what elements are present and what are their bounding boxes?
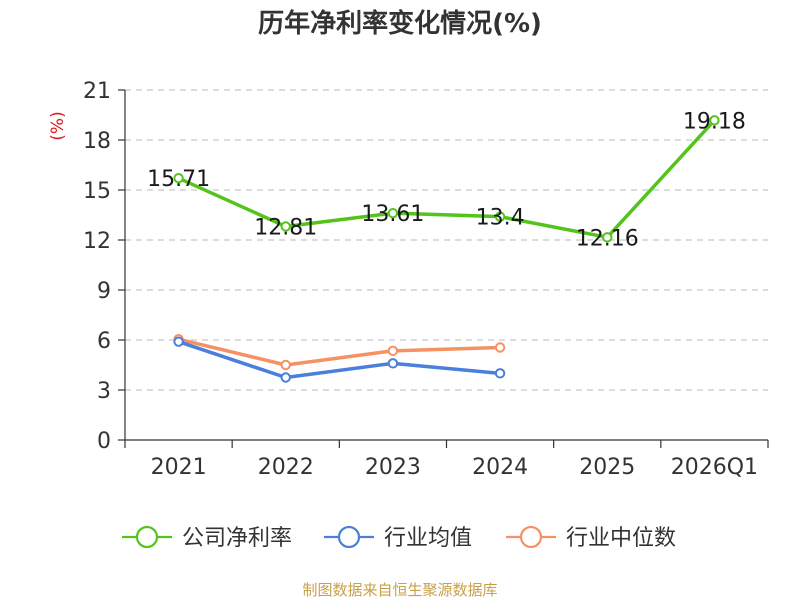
- y-tick-label: 18: [83, 129, 111, 154]
- data-label: 19.18: [683, 109, 746, 134]
- data-label: 15.71: [147, 167, 210, 192]
- x-tick-label: 2026Q1: [671, 455, 758, 480]
- legend-item[interactable]: 公司净利率: [122, 525, 292, 551]
- data-label: 13.4: [476, 206, 525, 231]
- data-point: [709, 115, 720, 126]
- data-label: 13.61: [361, 202, 424, 227]
- x-tick-label: 2022: [258, 455, 314, 480]
- data-point: [494, 342, 506, 353]
- data-labels: 15.71 12.81 13.61 13.4 12.16 19.18: [147, 109, 746, 251]
- legend-label: 行业均值: [384, 526, 472, 551]
- x-tick-label: 2023: [365, 455, 421, 480]
- legend-label: 公司净利率: [182, 526, 292, 551]
- legend-marker-icon: [135, 525, 159, 549]
- legend[interactable]: 公司净利率 行业均值 行业中位数: [122, 525, 676, 551]
- legend-marker-icon: [519, 525, 543, 549]
- y-tick-label: 15: [83, 179, 111, 204]
- legend-item[interactable]: 行业中位数: [506, 525, 676, 551]
- y-axis-unit-label: (%): [48, 111, 68, 140]
- y-tick-label: 12: [83, 229, 111, 254]
- series-line: [176, 337, 502, 367]
- y-tick-label: 3: [97, 379, 111, 404]
- data-point: [280, 221, 291, 232]
- legend-marker-icon: [337, 525, 361, 549]
- gridlines: [125, 89, 768, 391]
- chart-title: 历年净利率变化情况(%): [258, 8, 542, 39]
- legend-item[interactable]: 行业均值: [324, 525, 472, 551]
- data-point: [494, 368, 506, 379]
- data-point: [173, 172, 184, 184]
- data-point: [602, 232, 613, 243]
- data-point: [280, 372, 291, 383]
- y-tick-label: 0: [97, 429, 111, 454]
- y-tick-label: 6: [97, 329, 111, 354]
- x-tick-label: 2024: [472, 455, 528, 480]
- data-point: [494, 211, 506, 222]
- data-label: 12.16: [576, 226, 639, 251]
- data-point: [173, 336, 184, 347]
- series-lines: [173, 115, 720, 383]
- x-tick-label: 2025: [579, 455, 635, 480]
- source-note: 制图数据来自恒生聚源数据库: [302, 581, 497, 599]
- data-point: [280, 359, 291, 371]
- data-label: 12.81: [254, 216, 317, 241]
- data-point: [387, 358, 399, 369]
- y-tick-label: 21: [83, 79, 111, 104]
- axes: 0 3 6 9 12 15 18 21 2021 2022 2023 2024 2025 2026Q1: [83, 79, 769, 480]
- series-line: [176, 339, 502, 380]
- data-point: [387, 207, 399, 219]
- legend-label: 行业中位数: [566, 526, 676, 551]
- x-tick-label: 2021: [151, 455, 207, 480]
- y-tick-label: 9: [97, 279, 111, 304]
- series-line: [176, 118, 717, 240]
- data-point: [387, 345, 399, 357]
